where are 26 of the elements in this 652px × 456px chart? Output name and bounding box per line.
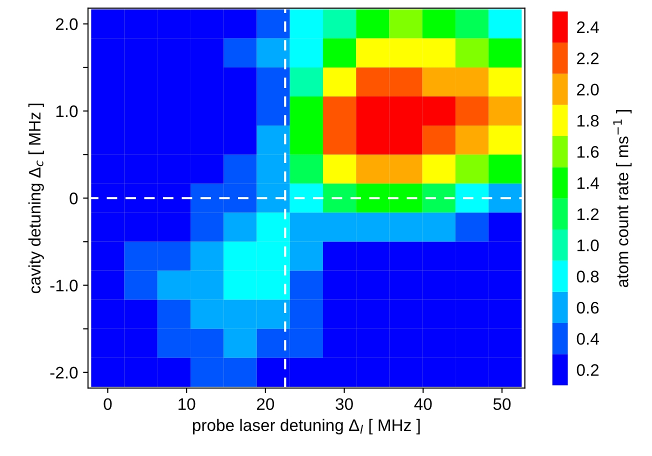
x-tick-label: 10 — [178, 398, 196, 410]
color-bar-label: 0.2 — [576, 364, 599, 376]
x-tick-label: 30 — [336, 398, 353, 410]
color-bar-label: 1.2 — [577, 208, 599, 220]
color-bar-label: 0.8 — [576, 270, 599, 282]
y-axis-title: cavity detuning Δ$_{c}$ [ MHz ] — [28, 104, 44, 294]
color-bar-label: 1.6 — [577, 146, 599, 158]
color-bar-label: 1.4 — [577, 177, 599, 189]
x-tick-label: 40 — [414, 398, 432, 410]
x-tick-label: 20 — [257, 398, 274, 410]
x-axis-title: probe laser detuning Δ$_{l}$ [ MHz ] — [193, 418, 420, 434]
color-bar-label: 0.6 — [576, 302, 599, 314]
y-tick-label: -2.0 — [50, 366, 78, 379]
x-tick-label: 0 — [104, 398, 112, 410]
y-tick-label: -1.0 — [50, 280, 78, 292]
color-bar-label: 0.4 — [576, 332, 599, 345]
y-tick-label: 0 — [70, 192, 78, 204]
color-bar-label: 1.0 — [577, 240, 599, 252]
y-tick-label: 2.0 — [56, 18, 78, 30]
y-tick-label: 1.0 — [56, 105, 78, 118]
color-bar-label: 2.4 — [577, 21, 599, 34]
x-tick-label: 50 — [493, 398, 511, 410]
color-bar-label: 1.8 — [577, 114, 599, 127]
color-bar-title: atom count rate [ ms$^{−1}$ ] — [613, 110, 632, 288]
color-bar-label: 2.2 — [577, 52, 599, 64]
color-bar-label: 2.0 — [577, 84, 599, 96]
